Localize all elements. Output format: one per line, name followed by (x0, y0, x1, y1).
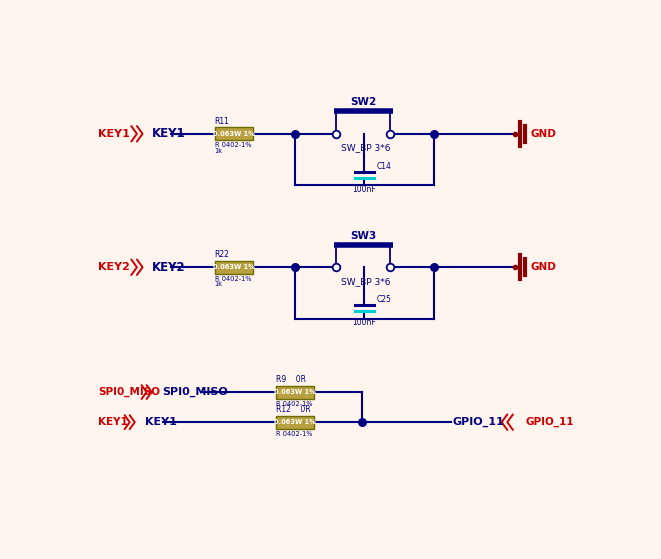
Text: KEY1: KEY1 (98, 417, 128, 427)
Text: GND: GND (531, 129, 557, 139)
Text: 0.063W 1%: 0.063W 1% (274, 419, 316, 425)
Text: R11: R11 (215, 117, 229, 126)
Text: SW3: SW3 (350, 230, 376, 240)
Text: R 0402-1%: R 0402-1% (276, 401, 313, 406)
Text: C25: C25 (377, 295, 391, 304)
Text: KEY1: KEY1 (145, 417, 177, 427)
Bar (215, 127, 253, 140)
Text: R22: R22 (215, 250, 229, 259)
Text: SPI0_MISO: SPI0_MISO (98, 387, 160, 397)
Text: R 0402-1%: R 0402-1% (276, 431, 313, 437)
Text: GPIO_11: GPIO_11 (525, 417, 574, 427)
Text: 0.063W 1%: 0.063W 1% (213, 264, 254, 270)
Text: KEY2: KEY2 (98, 262, 130, 272)
Text: R 0402-1%: R 0402-1% (215, 143, 251, 148)
Text: SW_BP 3*6: SW_BP 3*6 (341, 143, 391, 152)
Text: 0.063W 1%: 0.063W 1% (274, 389, 316, 395)
Text: SW2: SW2 (350, 97, 376, 107)
Text: 1k: 1k (215, 148, 223, 154)
Text: KEY1: KEY1 (98, 129, 130, 139)
Bar (276, 386, 315, 399)
Text: C14: C14 (377, 162, 391, 171)
Bar (276, 416, 315, 429)
Text: SPI0_MISO: SPI0_MISO (162, 387, 228, 397)
Text: SW_BP 3*6: SW_BP 3*6 (341, 277, 391, 286)
Text: 1k: 1k (215, 281, 223, 287)
Text: 100nF: 100nF (352, 318, 376, 327)
Text: R12    0R: R12 0R (276, 405, 311, 414)
Text: KEY1: KEY1 (152, 127, 185, 140)
Text: R9    0R: R9 0R (276, 375, 306, 384)
Text: 100nF: 100nF (352, 184, 376, 193)
Bar (215, 260, 253, 274)
Text: 0.063W 1%: 0.063W 1% (213, 131, 254, 137)
Text: GPIO_11: GPIO_11 (453, 417, 505, 427)
Text: GND: GND (531, 262, 557, 272)
Text: KEY2: KEY2 (152, 260, 185, 274)
Text: R 0402-1%: R 0402-1% (215, 276, 251, 282)
